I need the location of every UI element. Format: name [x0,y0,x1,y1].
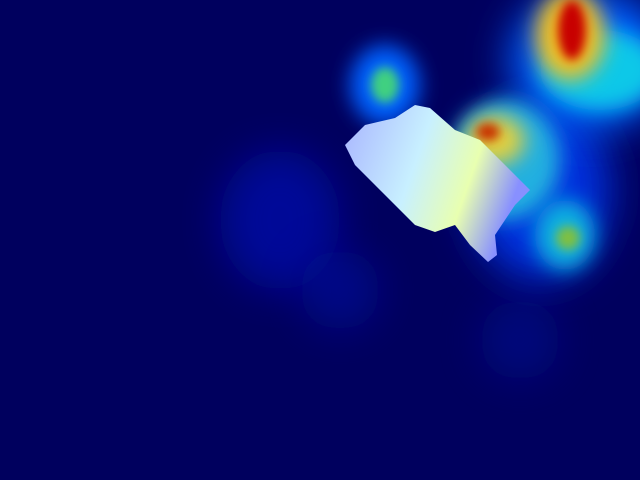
heat-blobs [220,0,640,380]
object-overlay [345,105,530,262]
